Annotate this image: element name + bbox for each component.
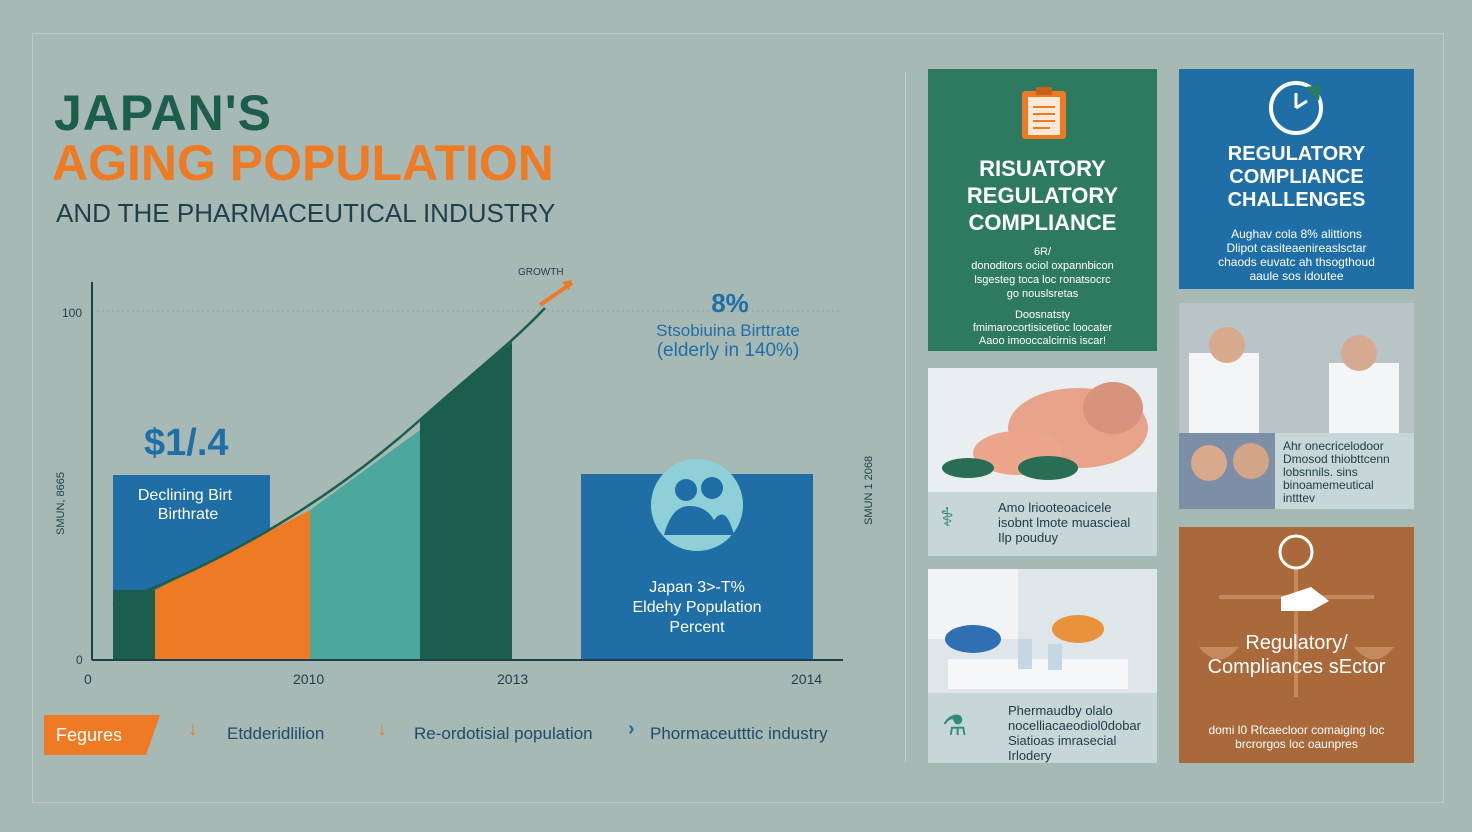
bar-teal [310,430,420,660]
x-tick-0: 0 [84,671,92,687]
legend-label: Fegures [44,715,160,755]
card-compliance-sector: Regulatory/ Compliances sEctor domi l0 R… [1179,527,1414,763]
outer-frame [32,33,1444,803]
card-body: domi l0 Rfcaecloor comaiging loc brcrorg… [1208,723,1385,751]
card-body: Aughav cola 8% alittions Dlipot casiteae… [1218,227,1375,283]
legend-item-population: Re-ordotisial population [414,724,593,743]
lab-caption: Phermaudby olalo nocelliacaeodiol0dobar … [928,693,1157,763]
card-body-2: Doosnatsty fmimarocortisicetioc loocater… [972,309,1113,347]
card-regulatory-compliance: RISUATORY REGULATORY COMPLIANCE 6R/ dono… [928,69,1157,351]
title-line-1: JAPAN'S [54,85,273,141]
clock-icon [1269,81,1323,135]
legend-item-pharma: Phormaceutttic industry [650,724,828,743]
elderly-people-icon [651,459,743,551]
right-box-label-2: Eldehy Population [633,599,762,616]
stat-value: 8% [711,288,749,318]
x-tick-2010: 2010 [293,671,324,687]
title-line-3: AND THE PHARMACEUTICAL INDUSTRY [56,198,556,228]
card-compliance-challenges: REGULATORY COMPLIANCE CHALLENGES Aughav … [1179,69,1414,289]
panel-divider [905,72,906,762]
card-pills-photo: Amo lriooteoacicele isobnt lmote muascie… [928,368,1157,556]
stat-line-2: (elderly in 140%) [657,340,800,361]
legend: Fegures [44,714,160,756]
right-box-label-1: Japan 3>-T% [649,579,745,596]
stat-line-1: Stsobiuina Birttrate [656,321,800,340]
arrow-down-icon: ↓ [188,718,198,740]
right-axis-label: SMUN 1 2068 [863,456,875,525]
growth-arrowhead [562,280,572,290]
doctors-caption: Ahr onecricelodoor Dmosod thiobttcenn lo… [1275,433,1414,509]
person-head-2 [701,477,723,499]
card-title: RISUATORY REGULATORY COMPLIANCE [966,156,1119,235]
left-axis-label: SMUN, 8665 [55,472,67,535]
x-tick-2014: 2014 [791,671,822,687]
arrow-down-icon: ↓ [377,718,387,740]
card-lab-photo: Phermaudby olalo nocelliacaeodiol0dobar … [928,569,1157,763]
annotation-value: $1/.4 [144,422,229,464]
pills-photo [928,368,1157,492]
right-box-label-3: Percent [669,619,725,636]
bar-orange [155,510,310,660]
pills-caption: Amo lriooteoacicele isobnt lmote muascie… [928,492,1157,556]
y-tick-0: 0 [76,653,83,667]
y-tick-100: 100 [62,306,82,320]
growth-curve [112,307,546,606]
chevron-right-icon: › [628,718,635,740]
scientist-icon: ⚗ [942,710,968,741]
legend-item-elderly: Etdderidlilion [227,724,325,743]
growth-label: GROWTH [518,267,564,278]
title-line-2: AGING POPULATION [52,135,554,191]
left-box-label-2: Birthrate [158,506,219,523]
person-head-1 [675,479,697,501]
person-bodies [664,505,734,535]
card-title: REGULATORY COMPLIANCE CHALLENGES [1227,143,1366,211]
clipboard-icon [1022,87,1066,139]
scales-icon [1179,527,1414,763]
card-title: Regulatory/ Compliances sEctor [1207,632,1386,678]
bar-dark-green [420,342,512,660]
card-body: 6R/ donoditors ociol oxpannbicon lsgeste… [971,246,1114,300]
lab-photo [928,569,1157,693]
pharmacist-icon: ⚕ [940,502,955,532]
population-chart: 100 0 0 2010 2013 2014 SMUN, 8665 SMUN 1… [55,267,875,687]
card-doctors-photo: Ahr onecricelodoor Dmosod thiobttcenn lo… [1179,303,1414,509]
x-tick-2013: 2013 [497,671,528,687]
left-box-label-1: Declining Birt [138,487,233,504]
